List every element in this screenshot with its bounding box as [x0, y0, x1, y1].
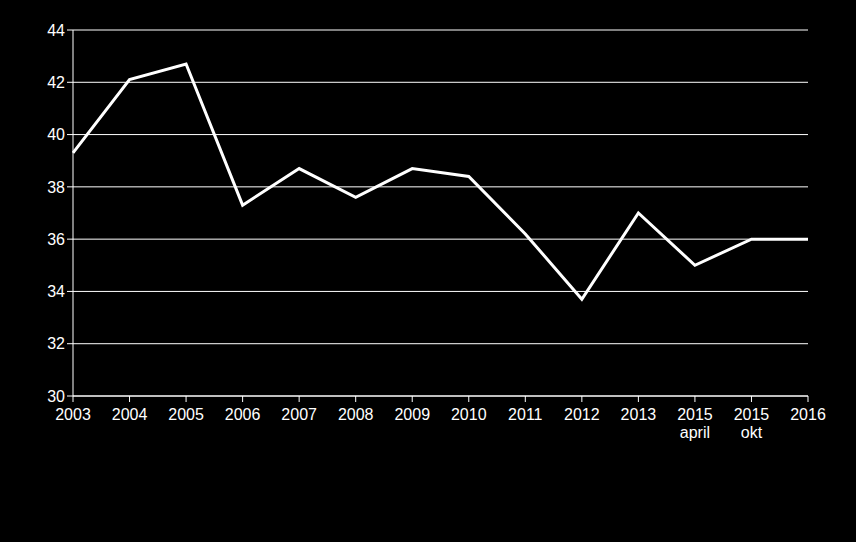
svg-text:2012: 2012: [564, 406, 600, 423]
svg-text:32: 32: [47, 335, 65, 352]
svg-text:2004: 2004: [112, 406, 148, 423]
svg-text:2016: 2016: [790, 406, 826, 423]
svg-text:2007: 2007: [281, 406, 317, 423]
svg-text:38: 38: [47, 179, 65, 196]
svg-text:34: 34: [47, 283, 65, 300]
svg-text:2010: 2010: [451, 406, 487, 423]
svg-text:40: 40: [47, 126, 65, 143]
svg-text:2006: 2006: [225, 406, 261, 423]
svg-text:2009: 2009: [394, 406, 430, 423]
svg-text:2013: 2013: [621, 406, 657, 423]
svg-text:2011: 2011: [508, 406, 543, 423]
svg-text:2005: 2005: [168, 406, 204, 423]
svg-text:2003: 2003: [55, 406, 91, 423]
svg-text:36: 36: [47, 231, 65, 248]
svg-text:2015okt: 2015okt: [734, 406, 770, 441]
svg-text:2008: 2008: [338, 406, 374, 423]
svg-text:44: 44: [47, 22, 65, 39]
svg-text:2015april: 2015april: [677, 406, 713, 441]
svg-text:42: 42: [47, 74, 65, 91]
svg-text:30: 30: [47, 388, 65, 405]
